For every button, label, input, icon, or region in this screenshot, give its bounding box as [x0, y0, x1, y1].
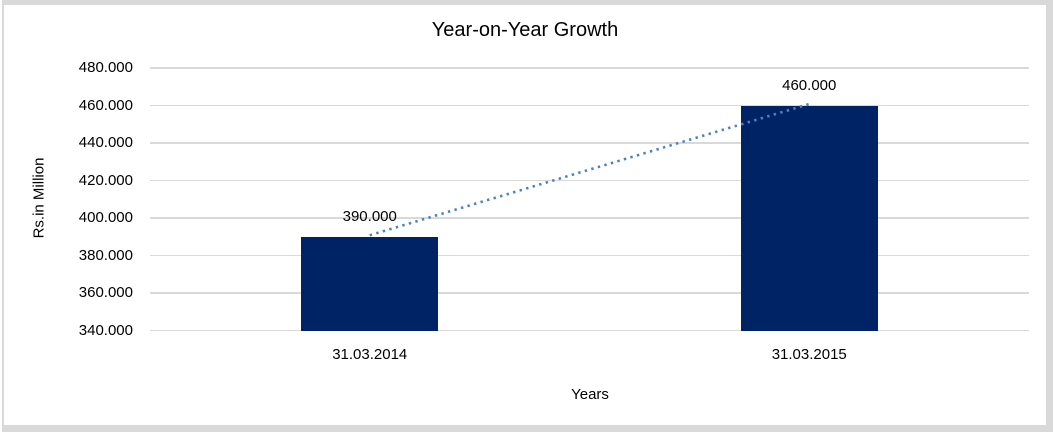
gridline — [150, 292, 1029, 294]
bar — [301, 236, 439, 331]
gridline — [150, 329, 1029, 332]
bar-value-label: 390.000 — [342, 207, 397, 225]
x-category-label: 31.03.2014 — [332, 346, 408, 363]
y-tick-label: 380.000 — [78, 246, 133, 264]
y-tick-label: 400.000 — [78, 209, 133, 226]
gridline — [150, 217, 1029, 219]
gridline — [150, 254, 1029, 257]
gridline — [150, 142, 1029, 144]
y-tick-label: 340.000 — [78, 321, 133, 339]
gridline — [150, 104, 1029, 107]
gridline — [150, 67, 1029, 69]
y-tick-label: 440.000 — [78, 134, 133, 151]
y-tick-label: 360.000 — [78, 284, 133, 301]
x-axis-title: Years — [571, 386, 609, 403]
chart-title: Year-on-Year Growth — [431, 19, 619, 41]
gridline — [150, 179, 1029, 182]
y-tick-label: 460.000 — [78, 96, 133, 114]
y-tick-label: 420.000 — [78, 171, 133, 189]
bar — [740, 105, 878, 331]
y-tick-label: 480.000 — [78, 59, 133, 76]
bar-value-label: 460.000 — [782, 76, 837, 94]
x-category-label: 31.03.2015 — [771, 346, 847, 363]
